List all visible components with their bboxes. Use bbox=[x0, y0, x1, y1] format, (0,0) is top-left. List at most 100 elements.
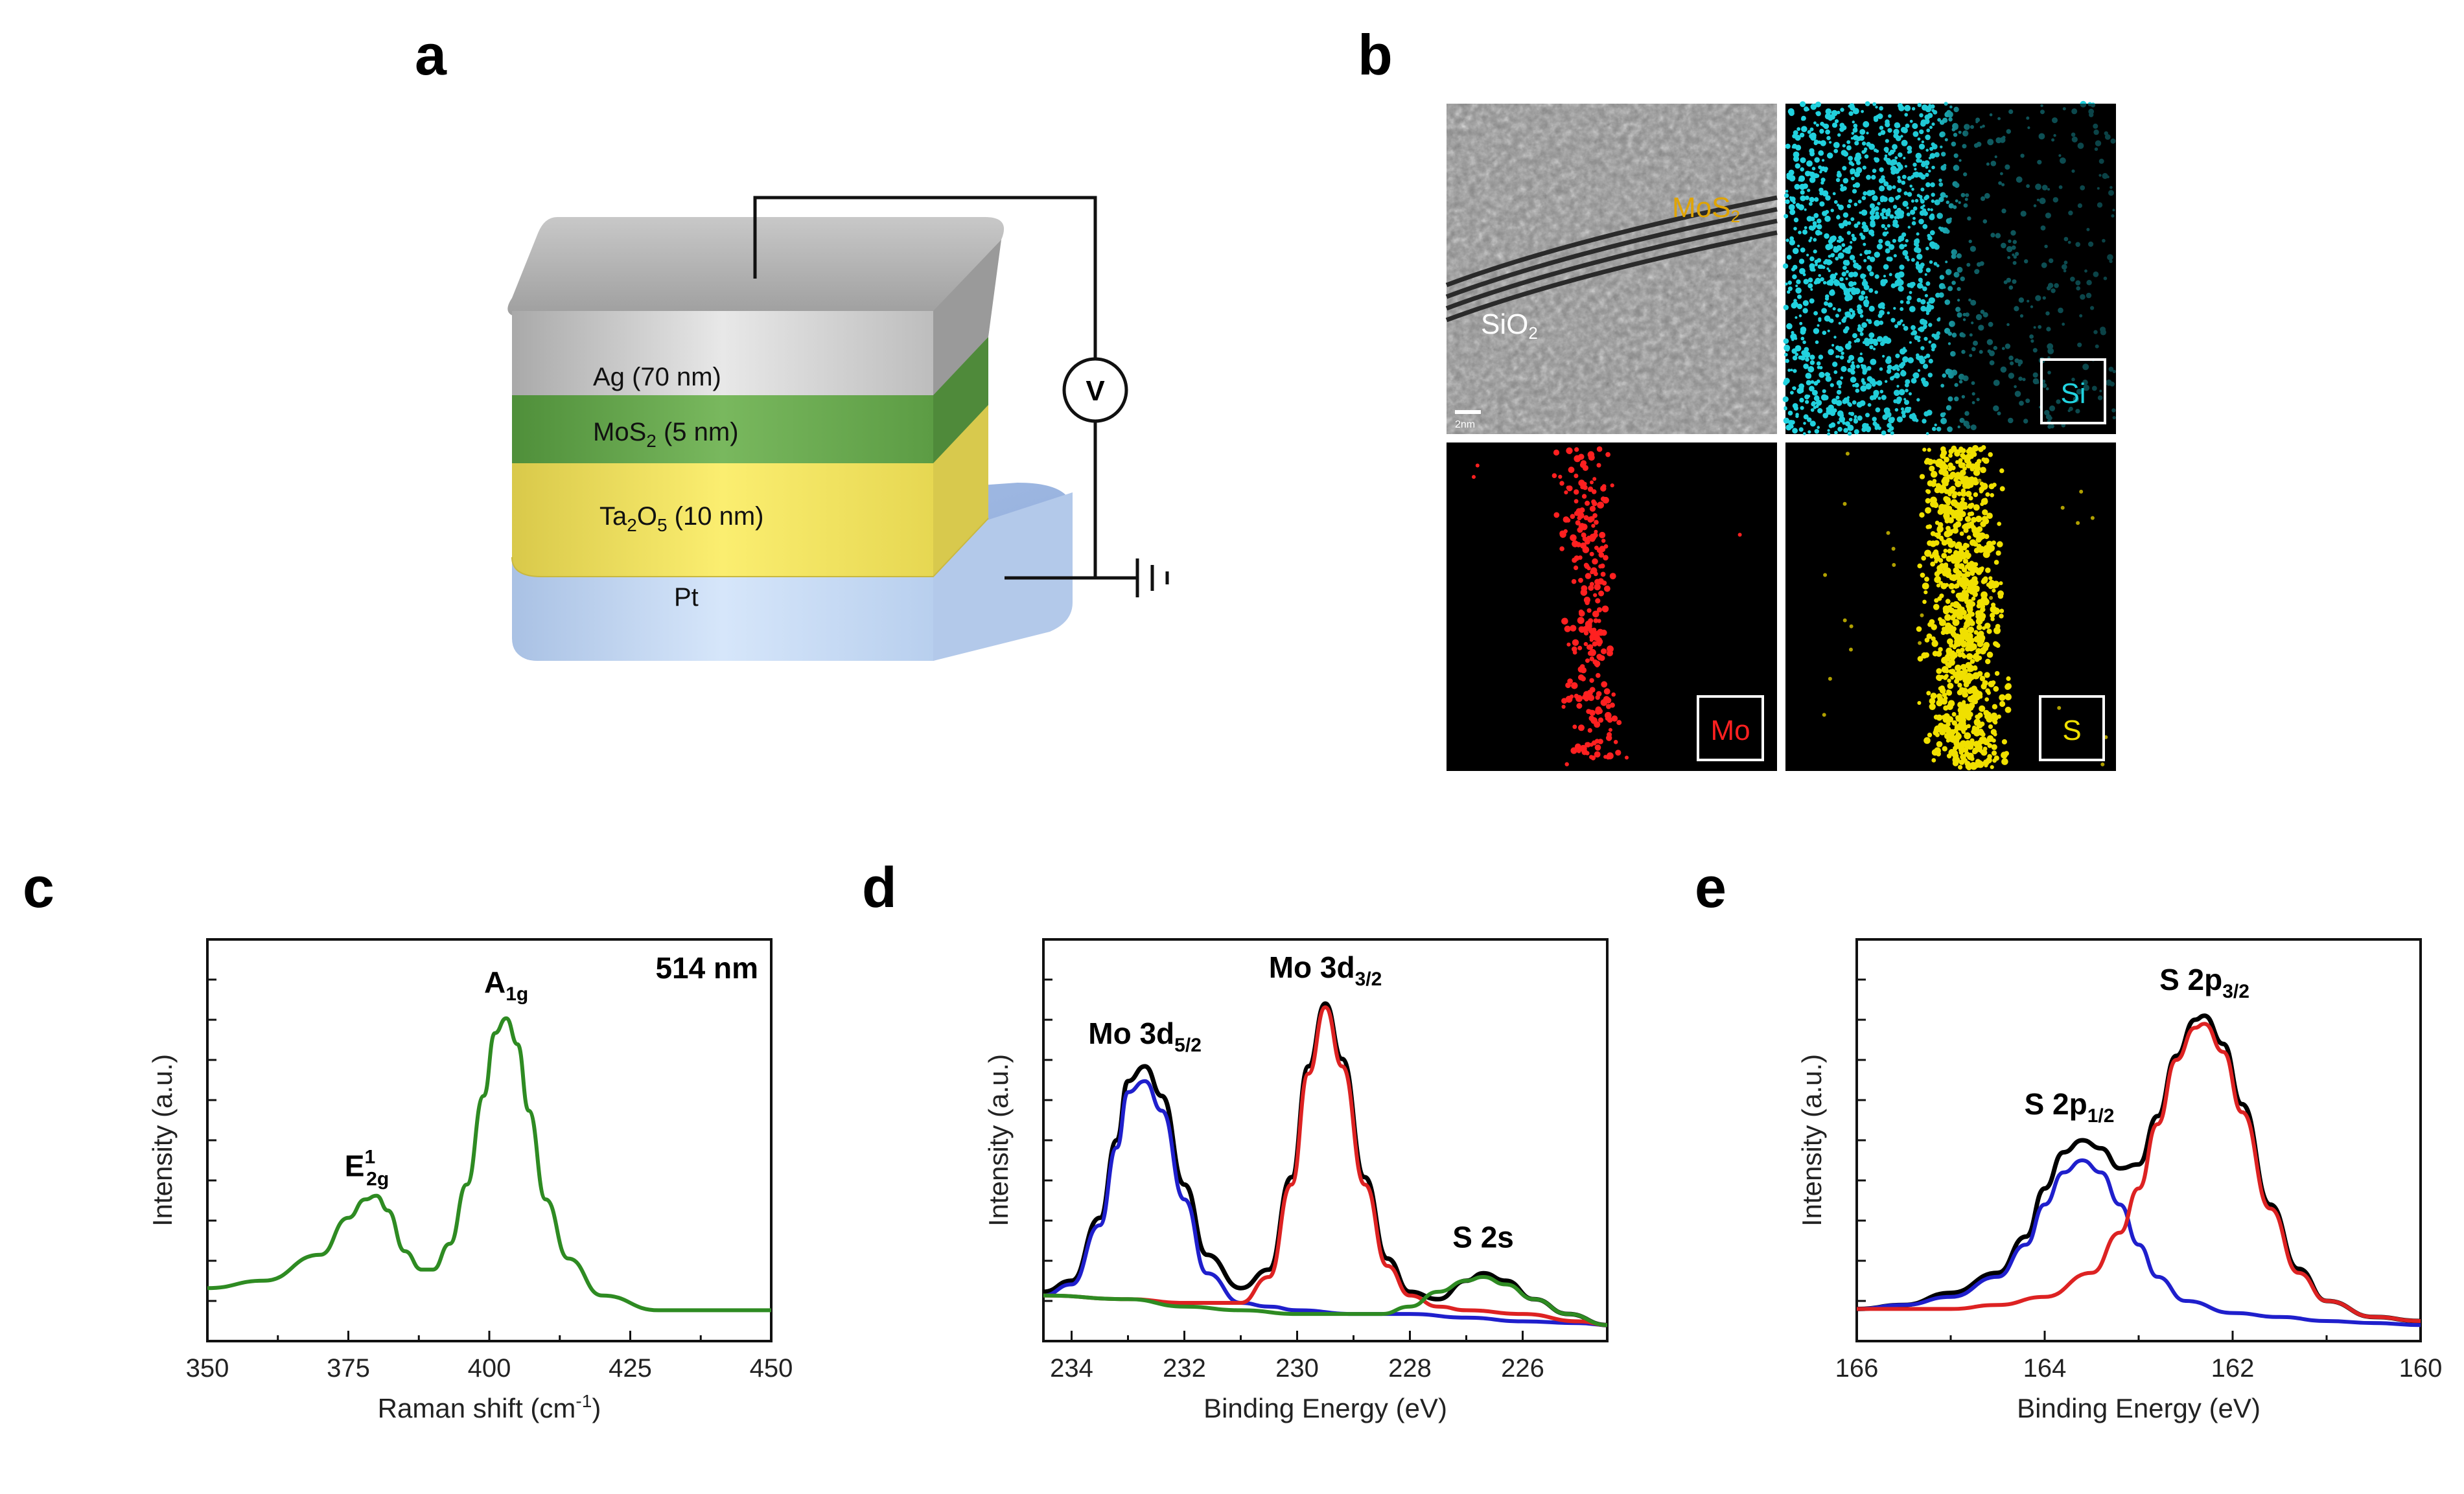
mo-signal-dot bbox=[1565, 682, 1572, 689]
mo-signal-dot bbox=[1588, 695, 1595, 702]
s-signal-dot bbox=[1941, 656, 1948, 664]
s-signal-dot bbox=[1982, 509, 1988, 516]
s-signal-dot bbox=[1936, 674, 1942, 681]
s-signal-dot bbox=[1953, 477, 1958, 483]
s-signal-dot bbox=[1938, 722, 1944, 730]
s-signal-dot bbox=[1946, 722, 1951, 727]
s-signal-dot bbox=[1993, 626, 2001, 634]
s-signal-dot bbox=[1993, 641, 1998, 647]
s-signal-dot bbox=[1941, 715, 1946, 720]
mo-signal-dot bbox=[1574, 447, 1579, 452]
mo-signal-dot bbox=[1591, 499, 1596, 505]
mo-signal-dot bbox=[1571, 579, 1577, 584]
s-signal-dot bbox=[1950, 650, 1955, 656]
s-signal-dot bbox=[1986, 651, 1993, 658]
s-signal-dot bbox=[1962, 482, 1969, 489]
mo-signal-dot bbox=[1571, 682, 1578, 689]
s-signal-dot bbox=[1951, 501, 1957, 507]
s-signal-dot bbox=[1927, 540, 1933, 546]
ag-layer: Ag (70 nm) bbox=[507, 217, 1005, 395]
mo-signal-dot bbox=[1586, 709, 1592, 714]
panel-letter-e: e bbox=[1695, 855, 1726, 919]
x-tick-label: 228 bbox=[1388, 1354, 1432, 1383]
plot-frame bbox=[1855, 938, 2422, 1342]
mo-signal-dot bbox=[1625, 755, 1629, 760]
mo-signal-dot bbox=[1574, 489, 1579, 495]
mo-signal-dot bbox=[1577, 749, 1581, 753]
s-signal-dot bbox=[1979, 705, 1986, 712]
s-signal-dot bbox=[1986, 735, 1994, 742]
mo-signal-dot bbox=[1594, 529, 1598, 534]
s-signal-dot bbox=[1981, 457, 1986, 462]
s-signal-dot bbox=[1951, 590, 1955, 594]
pt-label: Pt bbox=[674, 583, 699, 612]
mo-signal-dot bbox=[1594, 579, 1601, 585]
s-signal-dot bbox=[1959, 704, 1967, 711]
mo-signal-dot bbox=[1564, 762, 1569, 766]
s-signal-dot bbox=[1952, 609, 1959, 616]
s-signal-dot bbox=[1944, 531, 1951, 538]
s-signal-dot bbox=[1964, 479, 1969, 484]
s-signal-dot bbox=[1934, 487, 1941, 494]
mo-signal-dot bbox=[1592, 477, 1597, 481]
s-signal-dot bbox=[1979, 532, 1986, 540]
s-signal-dot bbox=[1987, 743, 1992, 748]
s-signal-dot bbox=[1964, 732, 1971, 740]
mo-signal-dot bbox=[1570, 625, 1577, 632]
s-signal-dot bbox=[1978, 446, 1984, 452]
s-signal-dot bbox=[1924, 652, 1929, 658]
s-signal-dot bbox=[1984, 534, 1990, 540]
eds-map-mo: Mo bbox=[1447, 442, 1777, 771]
mo-signal-dot bbox=[1566, 696, 1572, 702]
s-signal-dot bbox=[1973, 492, 1979, 498]
s-signal-dot bbox=[1955, 514, 1963, 522]
s-signal-dot bbox=[1936, 668, 1942, 674]
s-signal-dot bbox=[1939, 619, 1946, 626]
s-signal-dot bbox=[2100, 762, 2105, 766]
s-signal-dot bbox=[1984, 623, 1991, 629]
mo-signal-dot bbox=[1589, 678, 1594, 684]
s-signal-dot bbox=[1925, 498, 1931, 504]
mo-signal-dot bbox=[1597, 501, 1605, 509]
s-signal-dot bbox=[1924, 577, 1929, 582]
s-signal-dot bbox=[1935, 579, 1940, 583]
mo-signal-dot bbox=[1561, 704, 1566, 709]
mo-signal-dot bbox=[1616, 720, 1622, 726]
mo-signal-dot bbox=[1615, 750, 1621, 756]
s-signal-dot bbox=[1953, 728, 1958, 733]
s-signal-dot bbox=[1970, 539, 1977, 546]
mo-signal-dot bbox=[1566, 447, 1573, 454]
s-signal-dot bbox=[1971, 685, 1978, 693]
s-signal-dot bbox=[1966, 653, 1973, 660]
mo-signal-dot bbox=[1586, 608, 1592, 613]
s-signal-dot bbox=[1955, 460, 1959, 465]
s-signal-dot bbox=[1985, 567, 1991, 573]
mo-signal-dot bbox=[1587, 451, 1595, 458]
mo-signal-dot bbox=[1572, 557, 1577, 563]
mo-signal-dot bbox=[1585, 742, 1590, 747]
s-signal-dot bbox=[1994, 671, 2000, 676]
x-axis-label: Binding Energy (eV) bbox=[1203, 1393, 1447, 1423]
series-line bbox=[1856, 1158, 2421, 1327]
mo-signal-dot bbox=[1594, 721, 1601, 728]
s-signal-dot bbox=[1960, 606, 1965, 612]
mo-signal-dot bbox=[1596, 746, 1601, 750]
mo-signal-dot bbox=[1592, 513, 1598, 518]
s-signal-dot bbox=[1958, 462, 1965, 468]
s-signal-dot bbox=[1958, 458, 1963, 463]
s-signal-dot bbox=[1842, 501, 1847, 506]
mo-signal-dot bbox=[1595, 695, 1600, 700]
s-signal-dot bbox=[1849, 624, 1854, 628]
s-signal-dot bbox=[1892, 563, 1896, 567]
mo-signal-dot bbox=[1586, 566, 1591, 571]
s-signal-dot bbox=[1942, 570, 1948, 577]
mo-signal-dot bbox=[1583, 481, 1587, 486]
panel-letter-c: c bbox=[23, 855, 54, 919]
s-signal-dot bbox=[1975, 515, 1982, 523]
peak-label: Mo 3d5/2 bbox=[1088, 1017, 1202, 1056]
s-signal-dot bbox=[1931, 482, 1936, 487]
s-signal-dot bbox=[1990, 606, 1997, 613]
mo-signal-dot bbox=[1599, 531, 1606, 538]
s-signal-dot bbox=[1933, 639, 1938, 645]
s-signal-dot bbox=[1957, 549, 1965, 557]
